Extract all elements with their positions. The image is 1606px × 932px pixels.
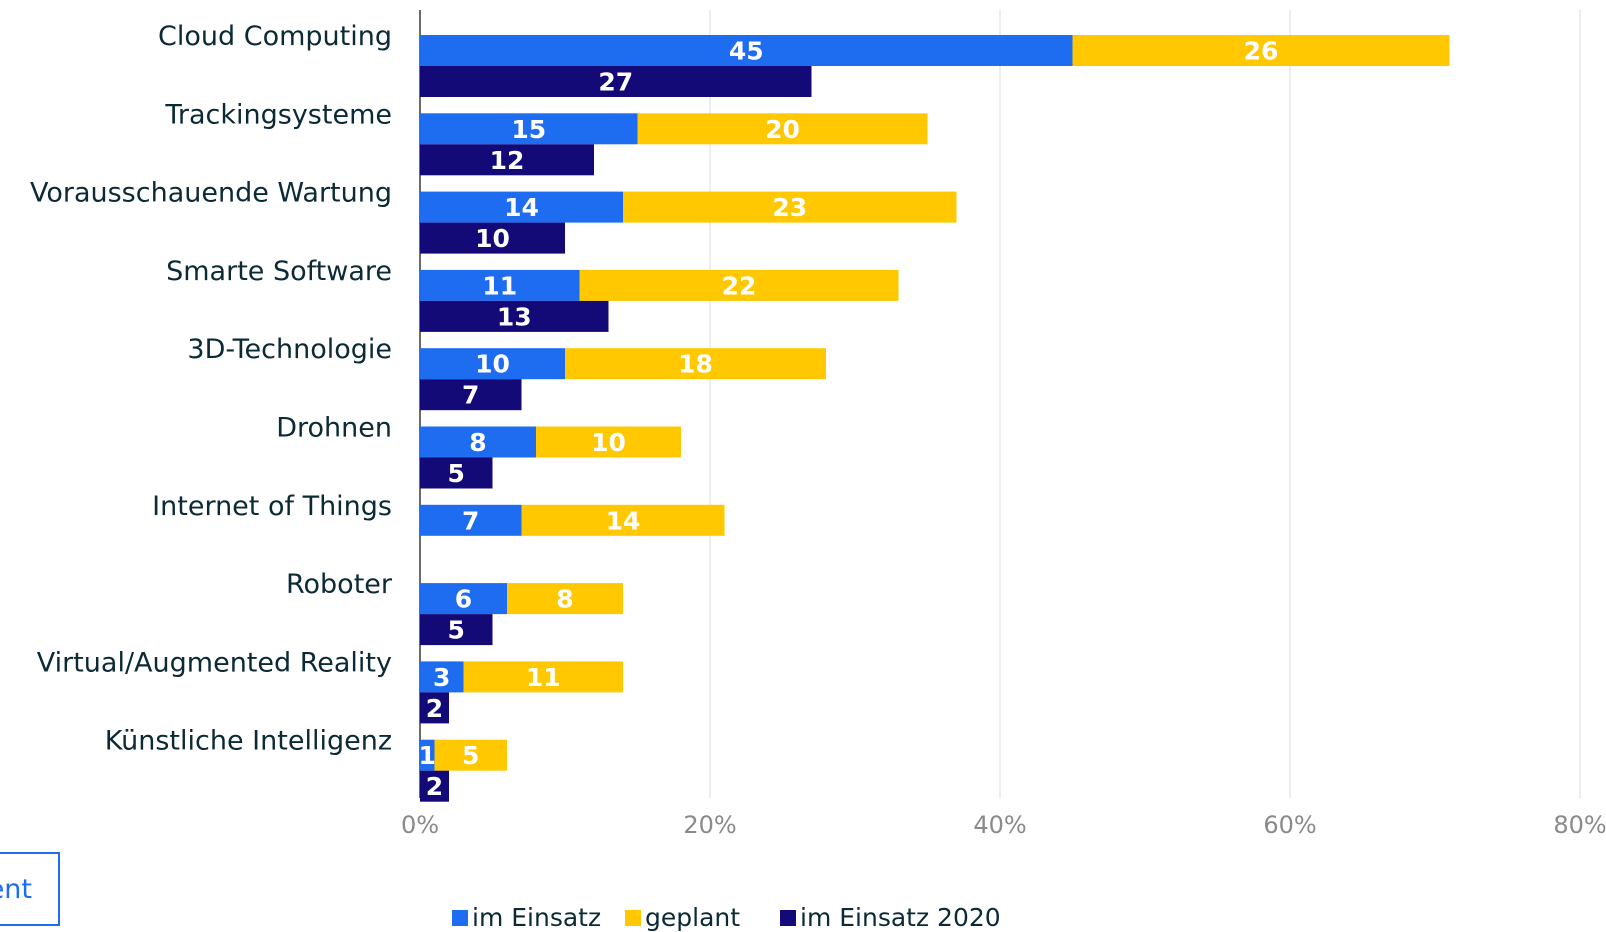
bar-segment xyxy=(1072,35,1450,66)
bar-segment xyxy=(420,269,580,301)
x-tick-label: 20% xyxy=(683,811,736,839)
data-label: 10 xyxy=(475,224,510,253)
data-label: 26 xyxy=(1244,37,1279,66)
data-label: 45 xyxy=(729,37,764,66)
category-label: Virtual/Augmented Reality xyxy=(37,647,392,678)
bar-segment xyxy=(420,739,435,771)
legend-swatch xyxy=(625,910,641,926)
data-label: 23 xyxy=(772,193,807,222)
legend-swatch xyxy=(780,910,796,926)
data-label: 3 xyxy=(433,663,450,692)
bar-segment xyxy=(420,35,1073,66)
bar-segment xyxy=(434,739,507,771)
bar-segment xyxy=(420,614,493,646)
data-label: 6 xyxy=(455,585,472,614)
bar-segment xyxy=(420,661,464,693)
data-label: 11 xyxy=(482,271,517,300)
bar-segment xyxy=(507,583,623,615)
bar-segment xyxy=(420,504,522,536)
legend-label: im Einsatz 2020 xyxy=(800,903,1001,932)
data-label: 12 xyxy=(490,146,525,175)
legend-label: geplant xyxy=(645,903,740,932)
data-label: 11 xyxy=(526,663,561,692)
bar-segment xyxy=(420,113,638,145)
category-label: Cloud Computing xyxy=(158,21,392,52)
x-tick-label: 60% xyxy=(1263,811,1316,839)
bar-segment xyxy=(420,144,594,176)
category-label: Smarte Software xyxy=(166,256,392,287)
data-label: 14 xyxy=(504,193,539,222)
bar-segment xyxy=(420,770,449,802)
category-label: Trackingsysteme xyxy=(164,99,392,130)
bar-segment xyxy=(420,222,565,254)
x-tick-labels: 0% 20% 40% 60% 80% xyxy=(401,811,1606,839)
data-label: 10 xyxy=(591,428,626,457)
data-label: 20 xyxy=(765,115,800,144)
legend: im Einsatz geplant im Einsatz 2020 xyxy=(452,903,1001,932)
category-label: Vorausschauende Wartung xyxy=(30,178,392,209)
bar-segment xyxy=(420,692,449,724)
data-label: 7 xyxy=(462,506,479,535)
bar-segment xyxy=(420,426,536,458)
category-label: Internet of Things xyxy=(152,491,392,522)
bar-segment xyxy=(463,661,623,693)
bar-segment xyxy=(420,300,609,332)
data-label: 13 xyxy=(497,302,532,331)
side-button-label: ent xyxy=(0,873,32,905)
category-label: Künstliche Intelligenz xyxy=(105,726,392,757)
x-tick-label: 0% xyxy=(401,811,439,839)
bar-segment xyxy=(420,66,812,97)
data-label: 5 xyxy=(448,616,465,645)
bar-segment xyxy=(420,457,493,489)
data-label: 10 xyxy=(475,350,510,379)
data-label: 14 xyxy=(606,506,641,535)
bar-segment xyxy=(521,504,725,536)
x-tick-label: 40% xyxy=(973,811,1026,839)
bar-segment xyxy=(637,113,928,145)
side-button[interactable]: ent xyxy=(0,852,60,926)
category-label: 3D-Technologie xyxy=(187,334,392,365)
category-label: Drohnen xyxy=(276,413,392,444)
data-label: 2 xyxy=(426,772,443,801)
category-labels: Cloud Computing Trackingsysteme Vorausscha… xyxy=(30,21,393,757)
legend-swatch xyxy=(452,910,468,926)
data-label: 15 xyxy=(511,115,546,144)
bar-segment xyxy=(579,269,899,301)
data-label: 8 xyxy=(469,428,486,457)
x-tick-label: 80% xyxy=(1553,811,1606,839)
bar-segment xyxy=(420,191,623,223)
bar-segment xyxy=(420,583,507,615)
bar-segment xyxy=(536,426,681,458)
bar-segment xyxy=(623,191,957,223)
bar-segment xyxy=(565,348,826,380)
legend-label: im Einsatz xyxy=(472,903,601,932)
data-label: 1 xyxy=(419,741,436,770)
category-label: Roboter xyxy=(286,569,393,600)
bar-segment xyxy=(420,348,565,380)
data-label: 27 xyxy=(598,68,633,97)
data-label: 5 xyxy=(448,459,465,488)
data-label: 7 xyxy=(462,381,479,410)
data-label: 2 xyxy=(426,694,443,723)
data-label: 8 xyxy=(556,585,573,614)
bar-segment xyxy=(420,379,522,411)
data-label: 18 xyxy=(678,350,713,379)
data-label: 22 xyxy=(722,271,757,300)
data-label: 5 xyxy=(462,741,479,770)
